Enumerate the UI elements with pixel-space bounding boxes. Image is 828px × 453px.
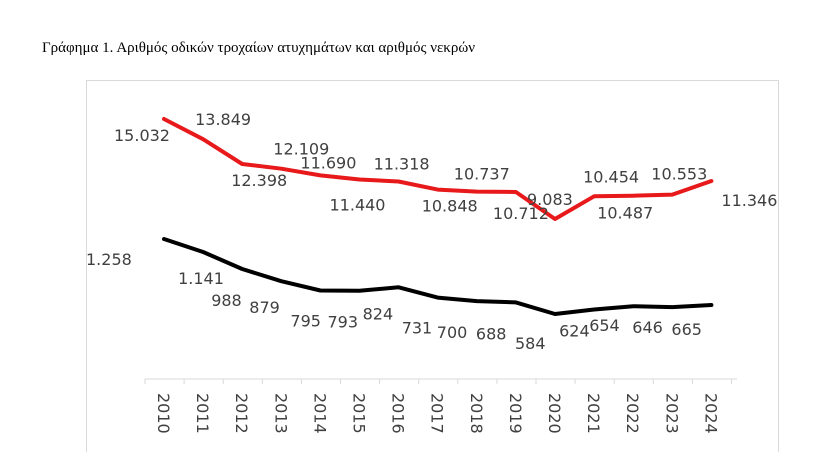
data-label-deaths: 665 <box>671 320 702 339</box>
x-tick-label: 2018 <box>467 393 486 434</box>
data-label-accidents: 10.737 <box>454 165 510 184</box>
x-tick-label: 2014 <box>310 393 329 434</box>
data-label-deaths: 879 <box>249 298 280 317</box>
x-tick-label: 2017 <box>428 393 447 434</box>
x-tick-label: 2021 <box>584 393 603 434</box>
data-label-deaths: 654 <box>589 316 620 335</box>
data-label-deaths: 688 <box>476 324 507 343</box>
x-tick-label: 2022 <box>623 393 642 434</box>
data-label-deaths: 646 <box>632 318 663 337</box>
data-label-accidents: 15.032 <box>114 126 170 145</box>
page-title: Γράφημα 1. Αριθμός οδικών τροχαίων ατυχη… <box>42 40 475 56</box>
data-label-deaths: 793 <box>328 313 359 332</box>
data-label-accidents: 10.487 <box>597 204 653 223</box>
x-tick-label: 2016 <box>389 393 408 434</box>
data-label-deaths: 795 <box>290 312 321 331</box>
data-label-deaths: 1.258 <box>87 250 132 269</box>
data-label-accidents: 13.849 <box>195 110 251 129</box>
data-label-accidents: 11.346 <box>721 191 777 210</box>
chart-area: 15.032 13.849 12.398 12.109 11.690 11.440 11.3… <box>86 80 779 452</box>
data-label-accidents: 12.109 <box>273 140 329 159</box>
data-label-accidents: 10.553 <box>651 165 707 184</box>
x-tick-label: 2023 <box>662 393 681 434</box>
data-label-accidents: 11.440 <box>330 196 386 215</box>
data-label-accidents: 11.690 <box>300 153 356 172</box>
x-tick-label: 2011 <box>193 393 212 434</box>
data-label-deaths: 700 <box>437 323 468 342</box>
data-label-accidents: 10.712 <box>493 204 549 223</box>
data-label-deaths: 988 <box>211 291 242 310</box>
data-label-accidents: 9.083 <box>527 190 573 209</box>
data-label-deaths: 624 <box>559 322 590 341</box>
series-line-deaths <box>162 237 714 316</box>
x-tick-label: 2012 <box>232 393 251 434</box>
x-tick-label: 2019 <box>506 393 525 434</box>
series-line-accidents <box>162 117 714 221</box>
data-label-deaths: 731 <box>402 319 433 338</box>
data-label-accidents: 11.318 <box>374 155 430 174</box>
data-label-accidents: 12.398 <box>231 171 287 190</box>
data-label-deaths: 584 <box>515 334 546 353</box>
data-label-accidents: 10.848 <box>422 197 478 216</box>
x-tick-label: 2015 <box>350 393 369 434</box>
data-label-deaths: 824 <box>363 304 394 323</box>
x-tick-label: 2010 <box>154 393 173 434</box>
x-tick-label: 2024 <box>701 393 720 434</box>
data-label-accidents: 10.454 <box>583 167 639 186</box>
x-tick-label: 2013 <box>271 393 290 434</box>
x-tick-label: 2020 <box>545 393 564 434</box>
data-label-deaths: 1.141 <box>178 269 224 288</box>
